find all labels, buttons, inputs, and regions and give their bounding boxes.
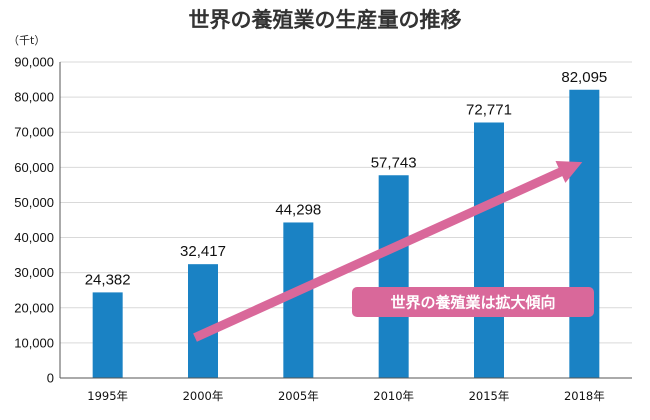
- x-tick-label: 2018年: [564, 389, 605, 403]
- axes: [59, 62, 632, 379]
- x-tick-label: 2010年: [373, 389, 414, 403]
- y-tick-label: 40,000: [14, 230, 54, 245]
- bar: [569, 89, 600, 378]
- callout-box: [352, 287, 594, 317]
- bars: [92, 89, 600, 378]
- data-label: 72,771: [466, 101, 512, 118]
- trend-callout: 世界の養殖業は拡大傾向: [352, 287, 594, 317]
- y-unit-label: （千t）: [8, 34, 45, 47]
- y-tick-label: 90,000: [14, 55, 54, 70]
- y-tick-label: 20,000: [14, 300, 54, 315]
- callout-text: 世界の養殖業は拡大傾向: [390, 294, 555, 312]
- y-tick-label: 50,000: [14, 195, 54, 210]
- data-label: 32,417: [180, 243, 226, 260]
- x-tick-label: 2005年: [278, 389, 319, 403]
- trend-arrow-shape: [193, 161, 583, 342]
- data-label: 82,095: [561, 69, 607, 86]
- x-tick-label: 1995年: [87, 389, 128, 403]
- y-tick-label: 70,000: [14, 125, 54, 140]
- chart-title: 世界の養殖業の生産量の推移: [189, 8, 462, 32]
- y-tick-label: 80,000: [14, 90, 54, 105]
- data-label: 44,298: [275, 201, 321, 218]
- bar: [188, 264, 218, 378]
- y-axis-ticks: 0 10,000 20,000 30,000 40,000 50,000 60,000 70,…: [14, 55, 54, 386]
- x-tick-label: 2015年: [469, 389, 510, 403]
- bar: [92, 292, 123, 378]
- x-tick-label: 2000年: [183, 389, 224, 403]
- data-label: 57,743: [371, 154, 417, 171]
- y-tick-label: 60,000: [14, 160, 54, 175]
- gridlines: [60, 61, 632, 344]
- x-axis-ticks: 1995年 2000年 2005年 2010年 2015年 2018年: [87, 389, 604, 403]
- trend-arrow: [193, 161, 583, 342]
- y-tick-label: 30,000: [14, 265, 54, 280]
- y-tick-label: 0: [47, 371, 54, 386]
- y-tick-label: 10,000: [14, 335, 54, 350]
- data-label: 24,382: [85, 271, 131, 288]
- bar: [378, 175, 409, 378]
- bar: [474, 122, 504, 378]
- data-labels: 24,382 32,417 44,298 57,743 72,771 82,095: [85, 69, 608, 289]
